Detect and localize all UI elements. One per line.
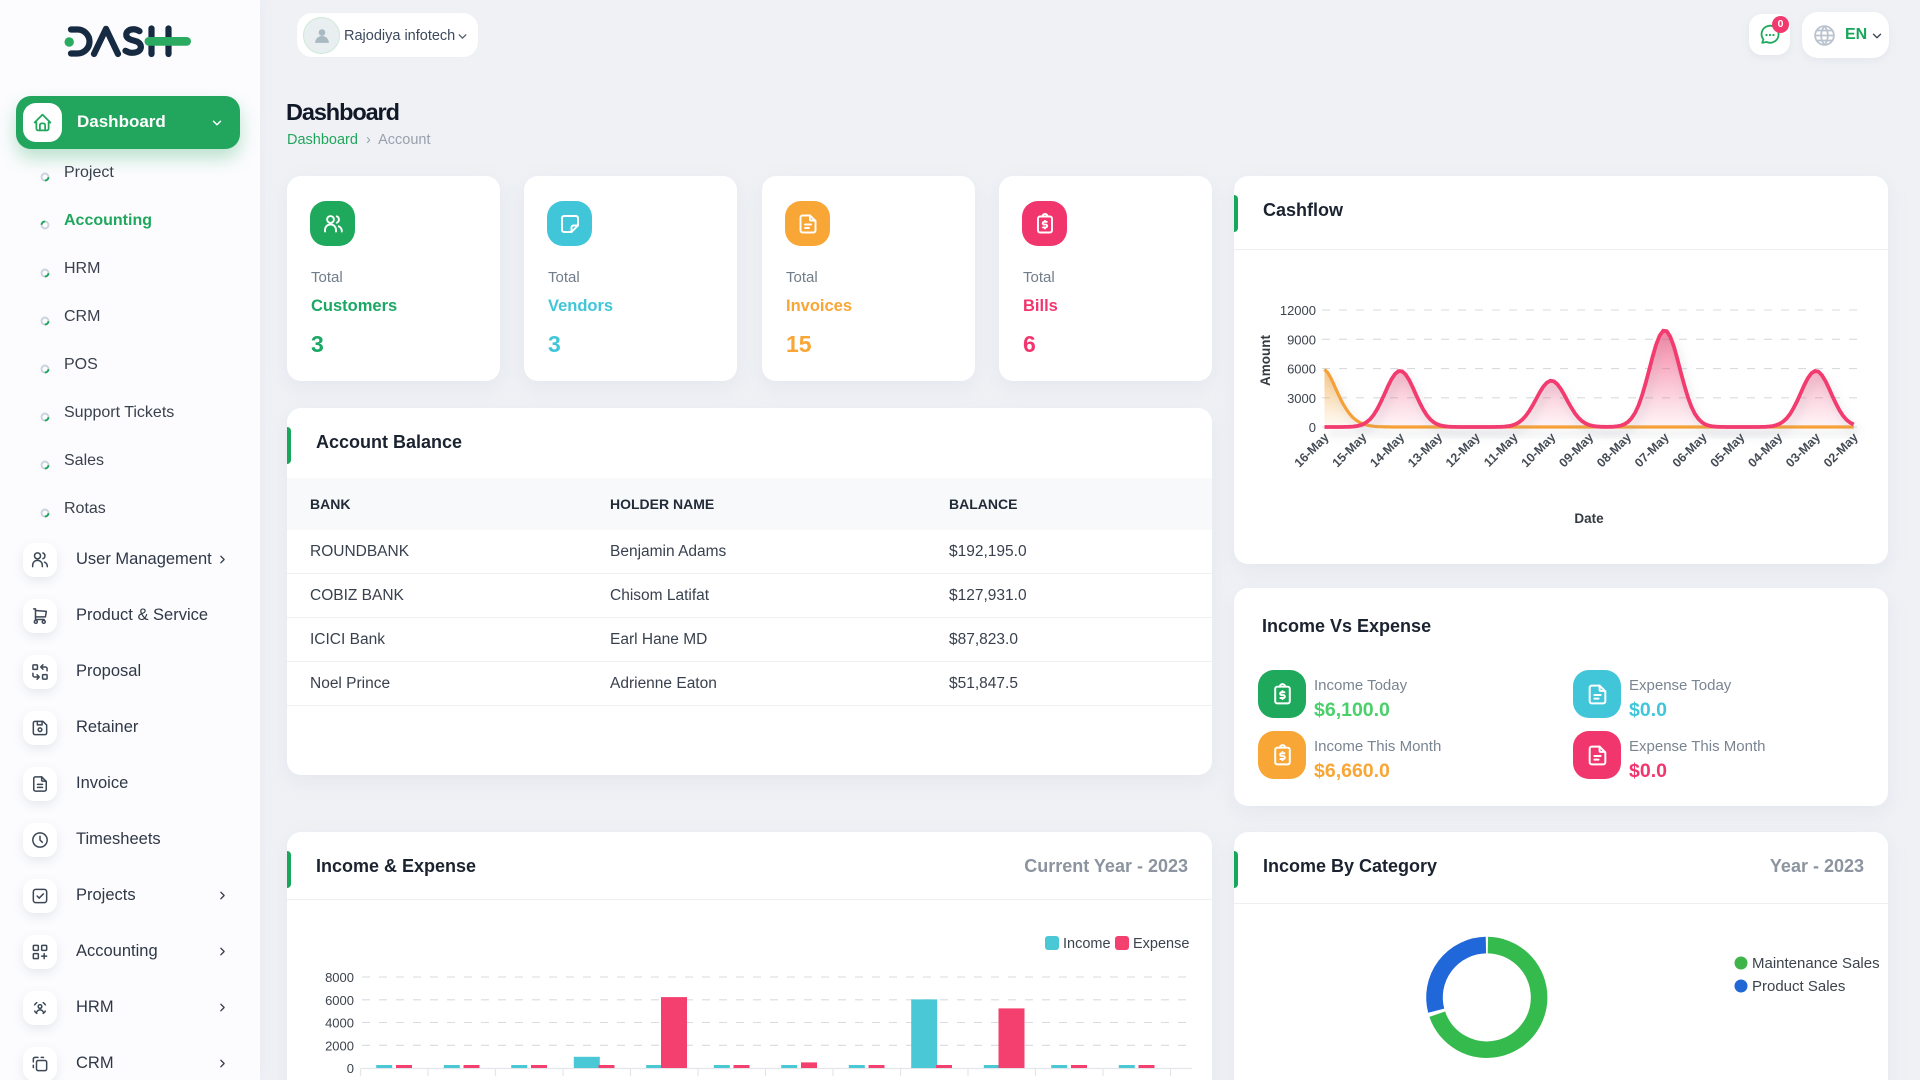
svg-text:0: 0 [347,1061,354,1076]
svg-text:10-May: 10-May [1519,430,1559,470]
svg-text:4000: 4000 [325,1016,354,1031]
svg-text:9000: 9000 [1287,332,1316,347]
svg-text:Income: Income [1063,936,1111,952]
svg-text:Date: Date [1574,511,1604,526]
svg-text:Product Sales: Product Sales [1752,978,1845,995]
svg-text:Expense: Expense [1133,936,1189,952]
svg-text:08-May: 08-May [1594,430,1634,470]
svg-text:6000: 6000 [325,993,354,1008]
svg-text:15-May: 15-May [1330,430,1370,470]
svg-text:0: 0 [1309,420,1316,435]
svg-text:12000: 12000 [1280,303,1316,318]
svg-text:05-May: 05-May [1708,430,1748,470]
svg-text:8000: 8000 [325,970,354,985]
svg-text:6000: 6000 [1287,362,1316,377]
svg-text:2000: 2000 [325,1038,354,1053]
svg-text:16-May: 16-May [1292,430,1332,470]
svg-text:Amount: Amount [1258,335,1273,386]
svg-text:03-May: 03-May [1783,430,1823,470]
svg-text:04-May: 04-May [1745,430,1785,470]
svg-text:09-May: 09-May [1556,430,1596,470]
svg-text:02-May: 02-May [1821,430,1861,470]
svg-text:11-May: 11-May [1481,430,1520,469]
svg-text:13-May: 13-May [1405,430,1445,470]
svg-text:06-May: 06-May [1670,430,1710,470]
svg-text:14-May: 14-May [1367,430,1407,470]
svg-text:Maintenance Sales: Maintenance Sales [1752,955,1880,972]
svg-text:3000: 3000 [1287,391,1316,406]
svg-text:07-May: 07-May [1632,430,1672,470]
svg-text:12-May: 12-May [1443,430,1483,470]
